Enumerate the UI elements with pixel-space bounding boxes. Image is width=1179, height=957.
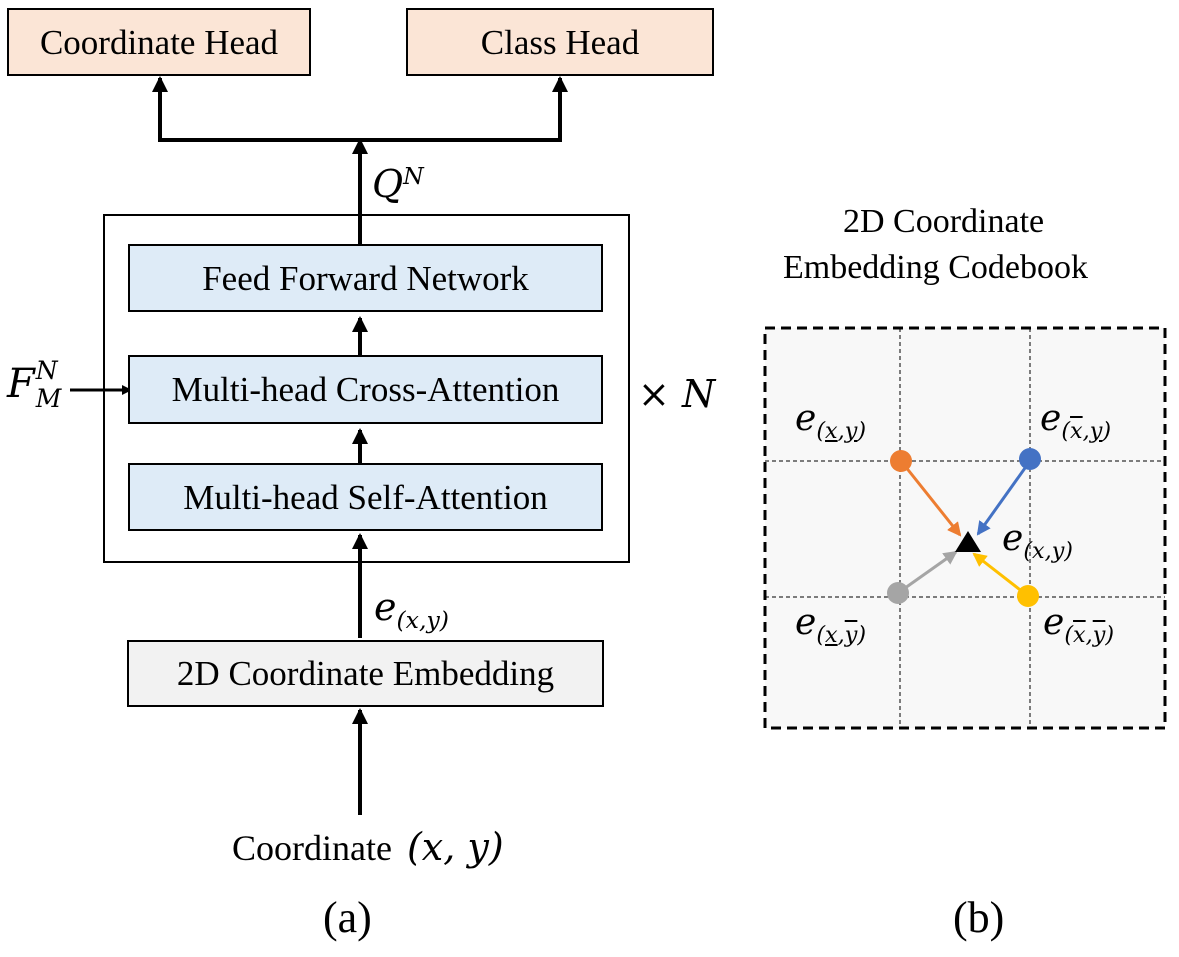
embedding-output-label: e(x,y) (374, 585, 449, 635)
codebook-title-line2: Embedding Codebook (783, 249, 1089, 286)
bottom-left-embedding-label: e(x,y) (795, 602, 867, 648)
bottom-left-point (887, 582, 909, 604)
top-left-point (890, 450, 912, 472)
top-right-point (1019, 448, 1041, 470)
decoder-layer-block (103, 214, 630, 563)
repeat-n-label: × N (638, 372, 716, 416)
bottom-right-arrow (972, 552, 1029, 598)
class-head-box: Class Head (406, 8, 714, 76)
query-point-triangle (955, 531, 981, 552)
bottom-right-point (1017, 585, 1039, 607)
bottom-right-embedding-label: e(x,y) (1043, 602, 1115, 648)
caption-a: (a) (323, 893, 372, 942)
top-right-embedding-label: e(x,y) (1040, 398, 1112, 444)
self-attention-box: Multi-head Self-Attention (128, 463, 603, 531)
caption-b: (b) (953, 893, 1005, 942)
feed-forward-network-box: Feed Forward Network (128, 244, 603, 312)
coordinate-head-box: Coordinate Head (7, 8, 311, 76)
center-embedding-label: e(x,y) (1002, 518, 1074, 564)
codebook-grid (763, 326, 1167, 730)
top-right-arrow (976, 460, 1032, 536)
bottom-left-arrow (897, 550, 958, 595)
codebook-title-line1: 2D Coordinate (843, 203, 1045, 240)
coordinate-embedding-box: 2D Coordinate Embedding (127, 640, 604, 707)
input-coordinate-label: Coordinate (x, y) (232, 825, 504, 869)
top-left-arrow (899, 460, 962, 537)
top-left-embedding-label: e(x,y) (795, 398, 867, 444)
query-output-label: QN (372, 162, 424, 206)
cross-attention-box: Multi-head Cross-Attention (128, 355, 603, 424)
